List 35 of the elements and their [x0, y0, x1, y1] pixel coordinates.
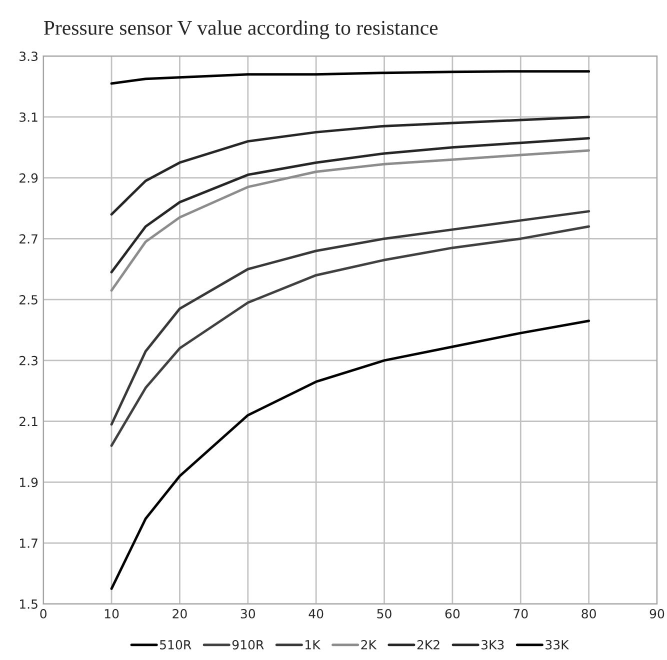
legend-label: 2K [361, 640, 377, 650]
y-tick-label: 2.5 [20, 295, 38, 304]
legend-label: 1K [306, 640, 321, 650]
line-series [110, 210, 590, 426]
y-tick-label: 2.7 [20, 234, 38, 244]
line-series [110, 137, 590, 274]
y-tick-label: 1.7 [20, 538, 38, 548]
chart-title: Pressure sensor V value according to resistance [44, 20, 438, 40]
y-tick-label: 3.3 [20, 52, 38, 62]
legend-label: 910R [232, 640, 264, 650]
x-tick-label: 0 [40, 608, 46, 618]
y-tick-label: 2.9 [20, 173, 38, 183]
line-series [110, 116, 590, 216]
legend-label: 510R [160, 640, 192, 650]
x-tick-label: 20 [172, 608, 187, 618]
line-series [110, 225, 590, 447]
y-tick-label: 1.5 [20, 600, 38, 609]
x-tick-label: 90 [650, 608, 664, 618]
line-series [110, 149, 590, 292]
y-tick-label: 3.1 [20, 112, 38, 122]
line-series [110, 70, 590, 85]
x-tick-label: 30 [240, 608, 256, 618]
legend-label: 33K [546, 640, 570, 650]
x-tick-label: 70 [514, 608, 528, 618]
y-tick-label: 2.1 [20, 416, 38, 426]
y-tick-label: 2.3 [20, 356, 38, 366]
x-tick-label: 10 [104, 608, 119, 618]
line-series [110, 320, 590, 590]
x-tick-label: 50 [377, 608, 392, 618]
x-tick-label: 80 [582, 608, 596, 618]
x-tick-label: 40 [308, 608, 324, 618]
legend-label: 2K2 [417, 640, 440, 650]
x-tick-label: 60 [445, 608, 460, 618]
legend-label: 3K3 [482, 640, 504, 650]
y-tick-label: 1.9 [20, 478, 38, 488]
